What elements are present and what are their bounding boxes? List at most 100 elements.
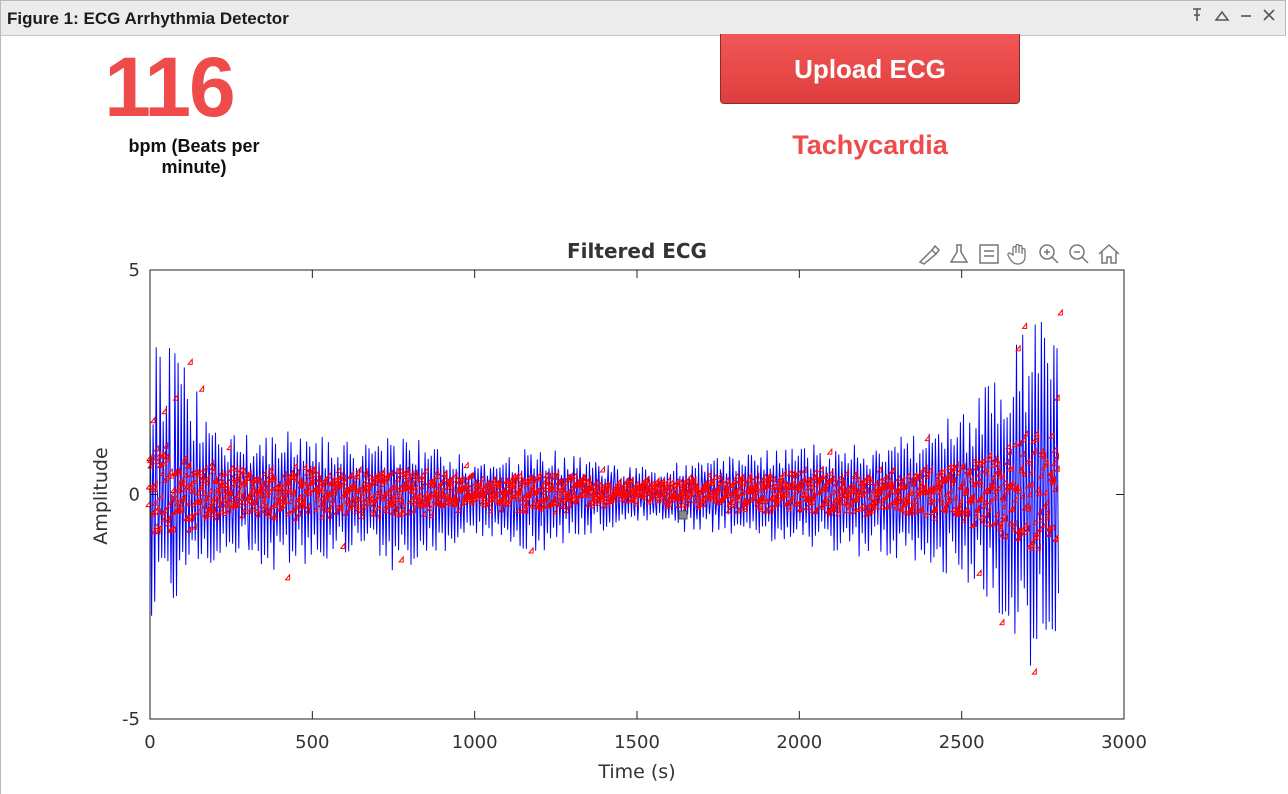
y-axis-label: Amplitude — [90, 447, 112, 544]
peak-marker — [1002, 514, 1008, 522]
peak-marker — [419, 475, 426, 483]
pan-icon[interactable] — [1006, 242, 1032, 266]
plot-area[interactable] — [144, 308, 1063, 675]
peak-marker — [422, 466, 429, 474]
x-tick-label: 2000 — [776, 732, 822, 753]
data-tip-icon[interactable] — [946, 242, 972, 266]
peak-marker — [789, 493, 796, 501]
minimize-icon[interactable] — [1236, 7, 1256, 29]
peak-marker-outlier — [826, 447, 833, 455]
peak-marker — [430, 475, 436, 483]
peak-marker — [353, 506, 359, 514]
peak-marker — [957, 509, 964, 517]
peak-marker — [878, 502, 885, 510]
peak-marker — [954, 468, 961, 476]
peak-marker-outlier — [924, 434, 930, 442]
peak-marker — [520, 476, 526, 484]
peak-marker — [900, 483, 907, 491]
peak-marker — [434, 472, 441, 480]
peak-marker — [664, 476, 671, 484]
peak-marker — [1043, 460, 1049, 468]
peak-marker — [704, 483, 711, 491]
home-icon[interactable] — [1096, 242, 1122, 266]
peak-marker — [594, 498, 601, 506]
peak-marker — [922, 510, 929, 518]
peak-marker — [203, 513, 209, 521]
peak-marker — [496, 481, 502, 489]
peak-marker — [375, 511, 382, 519]
peak-marker — [319, 483, 326, 491]
peak-marker — [144, 500, 151, 508]
maximize-icon[interactable] — [1212, 7, 1232, 29]
peak-marker — [839, 493, 846, 501]
peak-marker — [904, 494, 911, 502]
peak-marker — [234, 491, 240, 499]
zoom-out-icon[interactable] — [1066, 242, 1092, 266]
y-tick-label: -5 — [122, 709, 140, 730]
peak-marker — [767, 507, 774, 515]
peak-marker — [665, 500, 672, 508]
peak-marker — [942, 506, 948, 514]
peak-marker — [947, 487, 953, 495]
datatip-marker[interactable] — [678, 510, 688, 520]
peak-marker — [465, 483, 472, 491]
peak-marker — [173, 499, 180, 507]
peak-marker — [904, 471, 911, 479]
x-tick-label: 1500 — [614, 732, 660, 753]
zoom-in-icon[interactable] — [1036, 242, 1062, 266]
peak-marker — [983, 468, 990, 476]
pin-icon[interactable] — [1187, 7, 1207, 29]
peak-marker — [949, 478, 955, 486]
peak-marker — [538, 504, 544, 512]
close-icon[interactable] — [1259, 7, 1279, 29]
peak-marker — [1045, 529, 1052, 537]
peak-marker — [677, 495, 684, 503]
peak-marker — [1007, 482, 1013, 490]
peak-marker — [772, 490, 779, 498]
peak-marker — [980, 501, 987, 509]
peak-marker — [690, 475, 697, 483]
peak-marker — [206, 486, 213, 494]
peak-marker — [406, 497, 413, 505]
peak-marker — [942, 501, 949, 509]
peak-marker — [592, 478, 599, 486]
peak-marker — [436, 490, 443, 498]
peak-marker — [671, 488, 677, 496]
peak-marker — [992, 486, 998, 494]
peak-marker — [714, 488, 720, 496]
peak-marker — [902, 482, 908, 490]
peak-marker — [795, 498, 802, 506]
peak-marker — [583, 477, 590, 485]
peak-marker — [180, 457, 187, 465]
peak-marker — [905, 508, 912, 516]
legend-icon[interactable] — [976, 242, 1002, 266]
peak-marker — [854, 505, 861, 513]
peak-marker — [151, 484, 158, 492]
peak-marker — [301, 489, 307, 497]
peak-marker — [745, 475, 752, 483]
peak-marker-outlier — [599, 465, 606, 473]
peak-marker — [1020, 469, 1027, 477]
peak-marker — [916, 472, 922, 480]
peak-marker — [461, 498, 467, 506]
upload-ecg-button[interactable]: Upload ECG — [720, 34, 1020, 104]
peak-marker — [507, 480, 513, 488]
peak-marker — [368, 494, 374, 502]
window-border — [0, 36, 1, 794]
peak-marker — [151, 499, 157, 507]
peak-marker — [197, 468, 204, 476]
peak-marker — [379, 468, 386, 476]
peak-marker — [667, 483, 674, 491]
peak-marker — [354, 472, 360, 480]
peak-marker — [505, 499, 512, 507]
peak-marker — [642, 492, 648, 500]
peak-marker — [995, 468, 1002, 476]
peak-marker — [385, 488, 392, 496]
peak-marker — [282, 497, 288, 505]
peak-marker — [570, 490, 576, 498]
peak-marker — [975, 470, 981, 478]
peak-marker — [540, 487, 547, 495]
diagnosis-label: Tachycardia — [792, 130, 948, 160]
brush-icon[interactable] — [916, 242, 942, 266]
